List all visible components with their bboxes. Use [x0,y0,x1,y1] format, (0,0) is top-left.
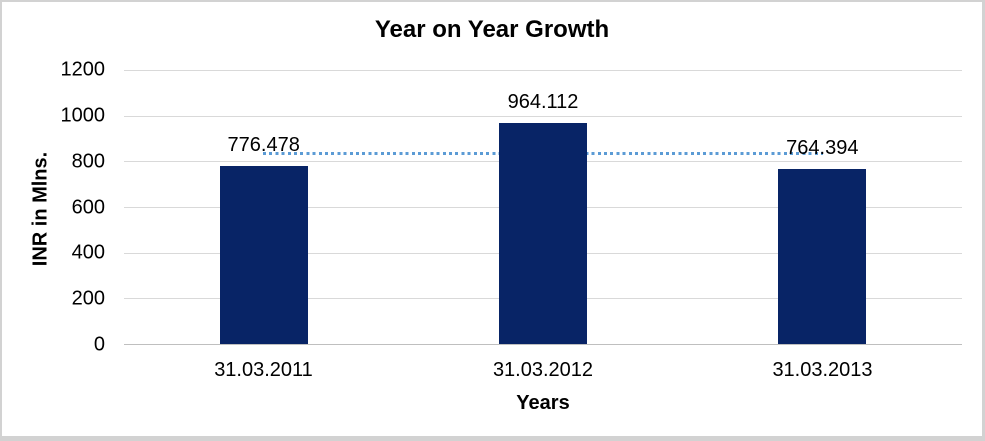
y-tick-1000: 1000 [60,104,106,127]
plot-area: 776.478 964.112 764.394 [124,70,962,345]
bar-value-label: 764.394 [786,136,859,159]
bar-group-2013: 764.394 [778,136,867,344]
y-axis-tick-labels: 1200 1000 800 600 400 200 0 [2,59,106,356]
x-tick-2012: 31.03.2012 [492,359,594,381]
bar-31-03-2012[interactable] [499,123,587,344]
bar-value-label: 964.112 [507,91,579,114]
chart-title: Year on Year Growth [374,16,610,43]
y-tick-1200: 1200 [60,58,106,81]
y-tick-200: 200 [71,287,105,310]
x-tick-2013: 31.03.2013 [772,359,873,381]
x-axis-tick-labels: 31.03.2011 31.03.2012 31.03.2013 [2,359,982,383]
gridline-1200 [124,70,962,71]
bar-31-03-2011[interactable] [219,166,308,344]
y-tick-600: 600 [71,196,105,218]
bar-31-03-2013[interactable] [778,168,867,344]
x-axis-title: Years [516,392,570,414]
bar-group-2012: 964.112 [499,91,587,344]
y-tick-400: 400 [71,241,105,264]
bar-group-2011: 776.478 [219,134,308,344]
y-tick-800: 800 [71,150,105,173]
y-tick-0: 0 [93,333,105,356]
gridline-1000 [124,115,962,117]
x-tick-2011: 31.03.2011 [214,359,313,381]
bar-value-label: 776.478 [227,134,300,157]
